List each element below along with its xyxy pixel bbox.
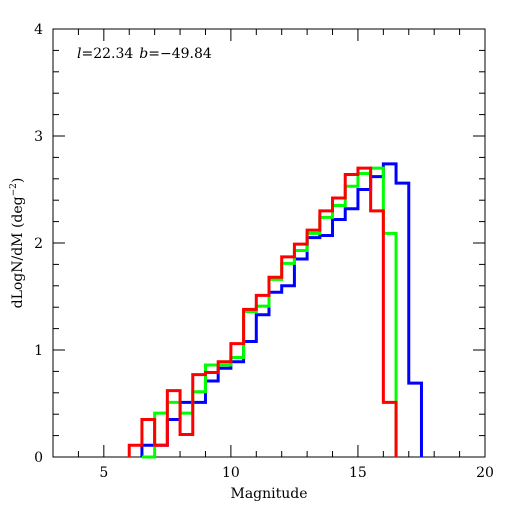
x-tick-label: 20 <box>476 465 494 481</box>
y-axis-label-main: dLogN/dM (deg <box>10 196 26 308</box>
x-tick-label: 10 <box>222 465 240 481</box>
y-tick-label: 3 <box>34 129 43 145</box>
y-tick-label: 4 <box>34 22 43 38</box>
annotation-b-value: =−49.84 <box>148 46 212 62</box>
histogram-series-2 <box>141 166 398 459</box>
annotation-l-label: l <box>77 46 81 62</box>
y-axis-label: dLogN/dM (deg−2) <box>9 178 26 309</box>
tick-labels: 5 10 15 20 0 1 2 3 4 <box>34 22 494 481</box>
y-axis-label-close: ) <box>10 178 26 183</box>
annotation-b-label: b <box>139 46 148 62</box>
x-tick-label: 5 <box>99 465 108 481</box>
x-axis-label: Magnitude <box>230 486 307 502</box>
y-tick-label: 2 <box>34 236 43 252</box>
annotation-text: l=22.34 b=−49.84 <box>77 46 212 62</box>
histogram-series-1 <box>140 162 423 457</box>
series-layer <box>127 162 423 459</box>
histogram-series-3 <box>127 166 398 457</box>
annotation-l-value: =22.34 <box>81 46 133 62</box>
tick-marks <box>52 28 486 458</box>
y-tick-label: 0 <box>34 450 43 466</box>
y-tick-label: 1 <box>34 343 43 359</box>
x-tick-label: 15 <box>349 465 367 481</box>
y-axis-label-sup: −2 <box>9 183 19 196</box>
